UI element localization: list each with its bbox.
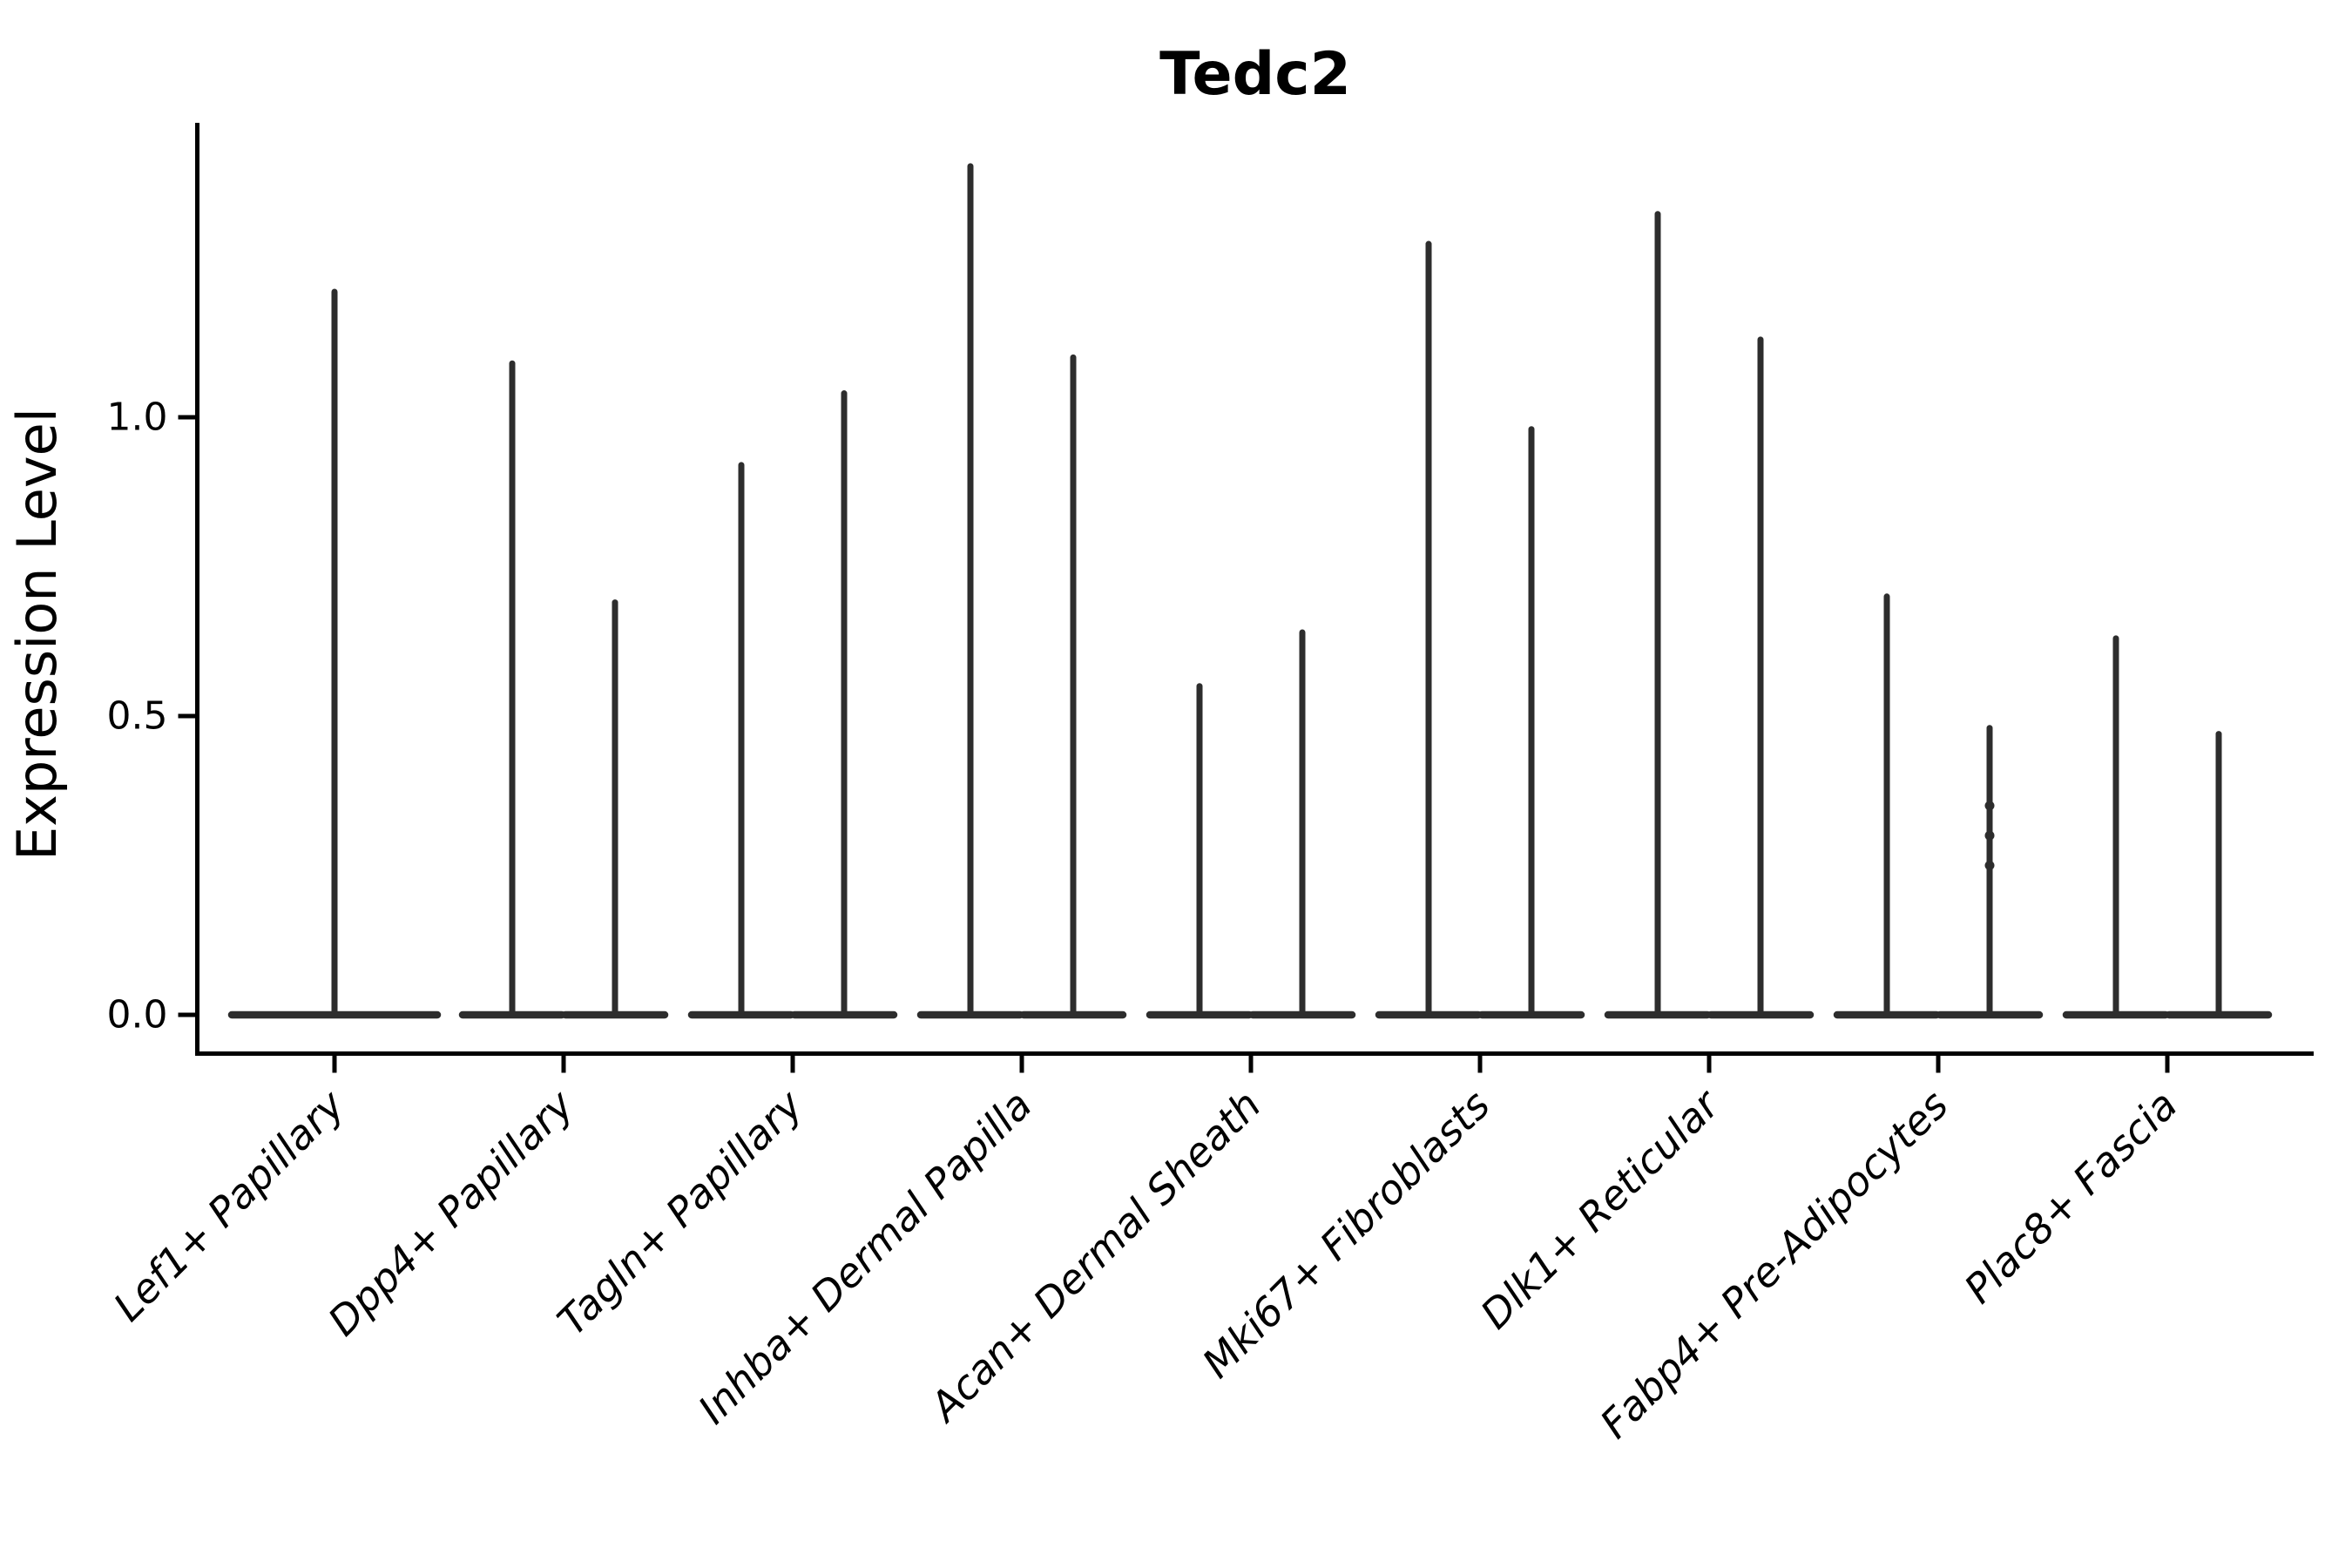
jitter-points-group	[1984, 801, 1995, 870]
violin	[1936, 725, 2044, 1019]
x-tick-label: Lef1+ Papillary	[105, 1081, 354, 1330]
violins-group	[227, 163, 2273, 1019]
x-axis	[195, 1051, 2314, 1073]
x-tick-label: Dpp4+ Papillary	[319, 1081, 583, 1345]
jitter-point	[1984, 801, 1995, 811]
jitter-point	[1984, 830, 1995, 841]
violin	[1477, 426, 1585, 1019]
violin	[1375, 240, 1483, 1019]
violin	[790, 390, 898, 1019]
violin	[1833, 593, 1941, 1019]
y-tick-label: 0.0	[107, 993, 168, 1037]
violin	[1146, 683, 1254, 1019]
x-tick-label: Dlk1+ Reticular	[1471, 1079, 1730, 1338]
violin	[1248, 629, 1356, 1019]
y-axis-label: Expression Level	[5, 408, 69, 861]
violin	[561, 599, 669, 1019]
violin	[687, 462, 795, 1019]
y-tick-label: 1.0	[107, 395, 168, 440]
violin	[2165, 731, 2273, 1019]
violin	[227, 288, 442, 1019]
x-tick-label: Tagln+ Papillary	[548, 1081, 812, 1345]
jitter-point	[1984, 861, 1995, 870]
violin	[2062, 635, 2170, 1019]
violin	[916, 163, 1024, 1019]
violin	[1019, 354, 1127, 1019]
violin	[1707, 336, 1815, 1019]
y-tick-label: 0.5	[107, 694, 168, 739]
violin	[458, 360, 566, 1019]
y-axis: 0.0 0.5 1.0	[107, 123, 199, 1056]
chart-title: Tedc2	[1159, 40, 1351, 109]
violin	[1604, 211, 1712, 1019]
x-tick-label: Plac8+ Fascia	[1955, 1081, 2186, 1312]
